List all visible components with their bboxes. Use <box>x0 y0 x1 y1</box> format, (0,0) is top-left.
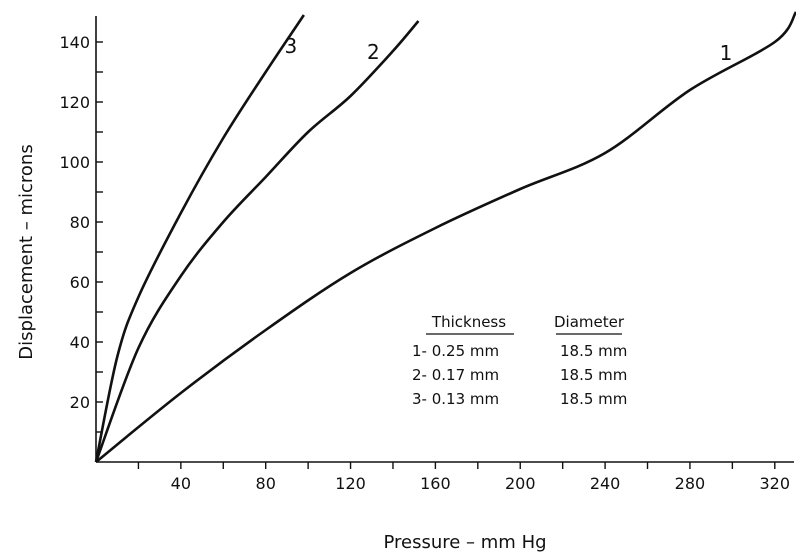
x-tick-label: 200 <box>505 474 536 493</box>
x-tick-label: 320 <box>760 474 791 493</box>
x-tick-label: 240 <box>590 474 621 493</box>
legend-header-diameter: Diameter <box>554 313 625 331</box>
legend-row-2-diameter: 18.5 mm <box>560 366 627 384</box>
curve-label-3: 3 <box>285 34 298 58</box>
legend-row-2-thickness: 2- 0.17 mm <box>412 366 499 384</box>
y-tick-label: 100 <box>59 153 90 172</box>
y-tick-label: 140 <box>59 33 90 52</box>
y-axis-label: Displacement – microns <box>16 144 37 359</box>
x-tick-label: 80 <box>256 474 276 493</box>
curve-label-2: 2 <box>367 40 380 64</box>
curve-1 <box>95 11 796 464</box>
x-tick-label: 160 <box>420 474 451 493</box>
curve-label-1: 1 <box>720 41 733 65</box>
curves: 1 2 3 <box>94 11 796 464</box>
axes <box>95 16 794 463</box>
x-tick-label: 280 <box>675 474 706 493</box>
legend-header-thickness: Thickness <box>431 313 506 331</box>
legend-row-1-diameter: 18.5 mm <box>560 342 627 360</box>
legend: Thickness Diameter 1- 0.25 mm 18.5 mm 2-… <box>412 313 627 408</box>
legend-row-1-thickness: 1- 0.25 mm <box>412 342 499 360</box>
legend-row-3-diameter: 18.5 mm <box>560 390 627 408</box>
y-tick-label: 120 <box>59 93 90 112</box>
curve-2 <box>94 20 420 463</box>
y-tick-label: 80 <box>70 213 90 232</box>
ticks: 40 80 120 160 200 240 280 320 20 40 60 80 100 120 140 <box>59 33 790 493</box>
x-tick-label: 40 <box>171 474 191 493</box>
x-tick-label: 120 <box>335 474 366 493</box>
curve-3 <box>94 14 305 463</box>
y-tick-label: 40 <box>70 333 90 352</box>
y-tick-label: 60 <box>70 273 90 292</box>
x-axis-label: Pressure – mm Hg <box>383 532 546 553</box>
legend-row-3-thickness: 3- 0.13 mm <box>412 390 499 408</box>
y-tick-label: 20 <box>70 393 90 412</box>
